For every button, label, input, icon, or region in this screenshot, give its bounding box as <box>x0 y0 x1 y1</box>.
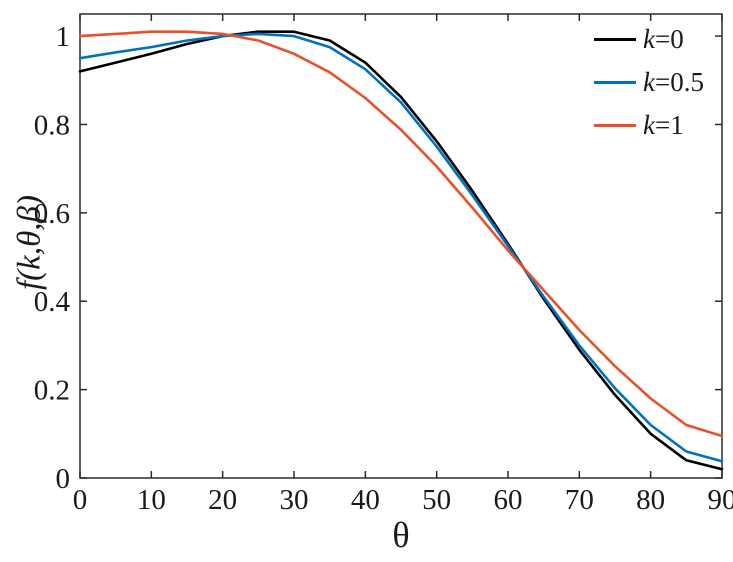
legend-label-value: =0 <box>654 24 684 54</box>
y-tick-label: 0.8 <box>34 109 70 141</box>
legend-label-variable: k <box>643 24 655 54</box>
x-tick-label: 90 <box>708 484 733 516</box>
legend-label-value: =1 <box>654 110 684 140</box>
x-tick-label: 20 <box>208 484 237 516</box>
legend-label: k=1 <box>643 110 684 141</box>
legend-item-k=0: k=0 <box>594 24 704 55</box>
y-tick-label: 0.6 <box>34 198 70 230</box>
legend-item-k=1: k=1 <box>594 110 704 141</box>
x-tick-label: 60 <box>494 484 523 516</box>
legend-label-variable: k <box>643 110 655 140</box>
legend-label: k=0.5 <box>643 67 704 98</box>
y-tick-label: 0.2 <box>34 375 70 407</box>
x-tick-label: 0 <box>73 484 88 516</box>
legend-line-swatch <box>594 124 636 127</box>
x-tick-label: 10 <box>137 484 166 516</box>
x-tick-label: 80 <box>636 484 665 516</box>
legend-line-swatch <box>594 38 636 41</box>
x-tick-label: 70 <box>565 484 594 516</box>
y-axis-label: f(k,θ,β) <box>11 195 48 290</box>
legend-item-k=0.5: k=0.5 <box>594 67 704 98</box>
x-tick-label: 30 <box>280 484 309 516</box>
x-axis-label: θ <box>392 515 410 555</box>
legend-label-variable: k <box>643 67 655 97</box>
y-tick-label: 1 <box>56 21 71 53</box>
legend: k=0 k=0.5 k=1 <box>594 24 704 141</box>
legend-label: k=0 <box>643 24 684 55</box>
x-tick-label: 50 <box>422 484 451 516</box>
legend-line-swatch <box>594 81 636 84</box>
series-line-k=0.5 <box>78 32 724 463</box>
y-tick-label: 0.4 <box>34 286 71 318</box>
series-line-k=0 <box>78 30 724 471</box>
plot-box <box>79 13 723 479</box>
legend-label-value: =0.5 <box>654 67 704 97</box>
x-tick-label: 40 <box>351 484 380 516</box>
series-line-k=1 <box>78 30 724 438</box>
y-tick-label: 0 <box>56 463 71 495</box>
